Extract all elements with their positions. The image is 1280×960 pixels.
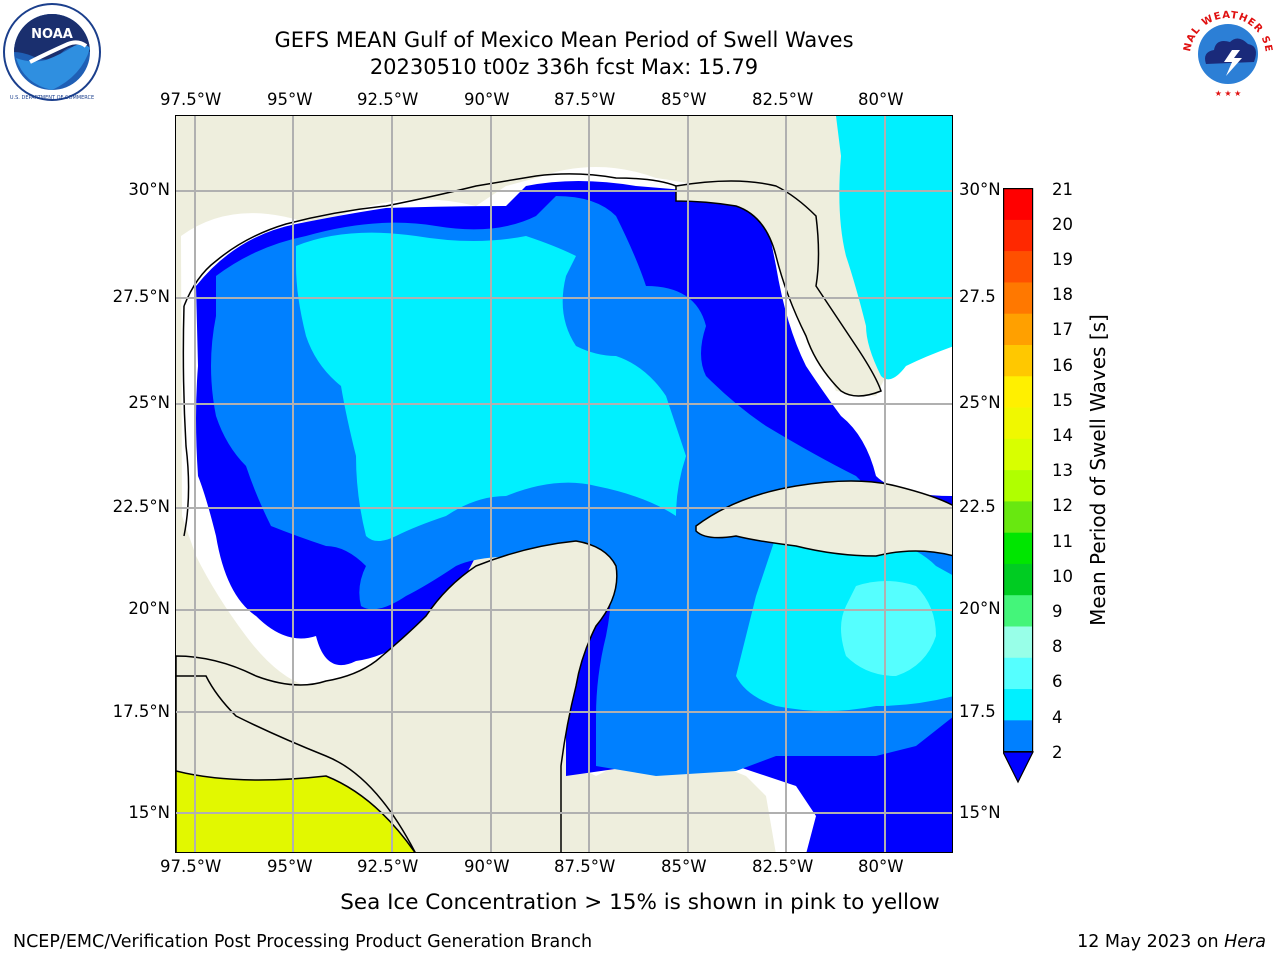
colorbar-segment — [1003, 501, 1033, 533]
colorbar-segment — [1003, 438, 1033, 471]
colorbar-tick: 13 — [1052, 461, 1073, 480]
colorbar-tick: 6 — [1052, 672, 1063, 691]
colorbar-segment — [1003, 313, 1033, 346]
colorbar-tick: 21 — [1052, 180, 1073, 199]
lon-label-top: 87.5°W — [554, 90, 616, 109]
colorbar-frame — [1003, 188, 1034, 753]
lon-label-bottom: 90°W — [464, 857, 510, 876]
lat-label-right: 25°N — [959, 393, 1001, 412]
lon-label-bottom: 85°W — [661, 857, 707, 876]
colorbar-tick: 12 — [1052, 496, 1073, 515]
us-coastline — [183, 173, 677, 307]
colorbar — [1003, 188, 1034, 784]
graticule — [176, 116, 952, 852]
colorbar-tick: 4 — [1052, 708, 1063, 727]
colorbar-segment — [1003, 689, 1033, 721]
colorbar-tick: 2 — [1052, 743, 1063, 762]
colorbar-extend-arrow — [1003, 751, 1034, 784]
lon-label-bottom: 82.5°W — [752, 857, 814, 876]
colorbar-segment — [1003, 470, 1033, 502]
map-panel — [175, 115, 953, 853]
svg-text:★ ★ ★: ★ ★ ★ — [1215, 89, 1242, 98]
colorbar-segment — [1003, 657, 1033, 690]
lon-label-top: 82.5°W — [752, 90, 814, 109]
lon-label-top: 80°W — [858, 90, 904, 109]
colorbar-tick: 10 — [1052, 567, 1073, 586]
colorbar-label: Mean Period of Swell Waves [s] — [1086, 314, 1110, 626]
colorbar-tick: 15 — [1052, 391, 1073, 410]
noaa-logo: NOAA U.S. DEPARTMENT OF COMMERCE — [3, 3, 101, 101]
colorbar-segment — [1003, 720, 1033, 752]
colorbar-tick: 8 — [1052, 637, 1063, 656]
lon-label-bottom: 92.5°W — [357, 857, 419, 876]
lon-label-top: 92.5°W — [357, 90, 419, 109]
sea-ice-region — [176, 771, 415, 852]
colorbar-tick: 17 — [1052, 320, 1073, 339]
lat-label-left: 30°N — [128, 180, 170, 199]
colorbar-segment — [1003, 344, 1033, 377]
contour-6-8-atlantic — [836, 116, 952, 380]
colorbar-segment — [1003, 563, 1033, 596]
colorbar-tick: 19 — [1052, 250, 1073, 269]
lat-label-left: 25°N — [128, 393, 170, 412]
svg-text:U.S. DEPARTMENT OF COMMERCE: U.S. DEPARTMENT OF COMMERCE — [10, 95, 94, 101]
lon-label-top: 90°W — [464, 90, 510, 109]
colorbar-tick: 11 — [1052, 532, 1073, 551]
colorbar-segment — [1003, 219, 1033, 252]
colorbar-segment — [1003, 626, 1033, 659]
colorbar-tick: 14 — [1052, 426, 1073, 445]
lon-label-bottom: 97.5°W — [160, 857, 222, 876]
lat-label-right: 30°N — [959, 180, 1001, 199]
lon-label-top: 95°W — [267, 90, 313, 109]
lat-label-left: 15°N — [128, 803, 170, 822]
lat-label-right: 20°N — [959, 599, 1001, 618]
colorbar-segment — [1003, 188, 1033, 221]
pacific-coastline — [176, 770, 416, 852]
contour-8-9 — [841, 581, 936, 676]
colorbar-segment — [1003, 251, 1033, 283]
lon-label-bottom: 95°W — [267, 857, 313, 876]
colorbar-tick: 9 — [1052, 602, 1063, 621]
mexico-land — [176, 540, 618, 852]
lon-label-top: 85°W — [661, 90, 707, 109]
map-canvas — [176, 116, 952, 852]
lon-label-bottom: 87.5°W — [554, 857, 616, 876]
footer-host: Hera — [1224, 932, 1266, 952]
noaa-logo-text: NOAA — [31, 27, 73, 42]
colorbar-tick: 16 — [1052, 356, 1073, 375]
lat-label-left: 27.5°N — [112, 287, 170, 306]
footer-credit: NCEP/EMC/Verification Post Processing Pr… — [13, 932, 593, 952]
colorbar-segment — [1003, 407, 1033, 440]
lat-label-right: 17.5 — [959, 702, 996, 721]
chart-title: GEFS MEAN Gulf of Mexico Mean Period of … — [274, 28, 854, 52]
colorbar-segment — [1003, 595, 1033, 627]
nws-logo: NATIONAL WEATHER SERVICE ★ ★ ★ — [1176, 0, 1276, 100]
colorbar-segment — [1003, 376, 1033, 408]
lat-label-left: 22.5°N — [112, 497, 170, 516]
colorbar-tick: 18 — [1052, 285, 1073, 304]
lon-label-bottom: 80°W — [858, 857, 904, 876]
lat-label-right: 22.5 — [959, 497, 996, 516]
lat-label-right: 27.5 — [959, 287, 996, 306]
cuba-land — [695, 480, 952, 557]
footer-date-text: 12 May 2023 on — [1077, 932, 1225, 952]
florida-land — [675, 180, 882, 397]
lat-label-left: 17.5°N — [112, 702, 170, 721]
chart-subtitle: 20230510 t00z 336h fcst Max: 15.79 — [369, 55, 759, 79]
colorbar-segment — [1003, 532, 1033, 565]
sea-ice-footnote: Sea Ice Concentration > 15% is shown in … — [340, 890, 940, 915]
footer-date: 12 May 2023 on Hera — [1077, 932, 1266, 952]
colorbar-tick: 20 — [1052, 215, 1073, 234]
lon-label-top: 97.5°W — [160, 90, 222, 109]
colorbar-segment — [1003, 282, 1033, 315]
lat-label-left: 20°N — [128, 599, 170, 618]
lat-label-right: 15°N — [959, 803, 1001, 822]
